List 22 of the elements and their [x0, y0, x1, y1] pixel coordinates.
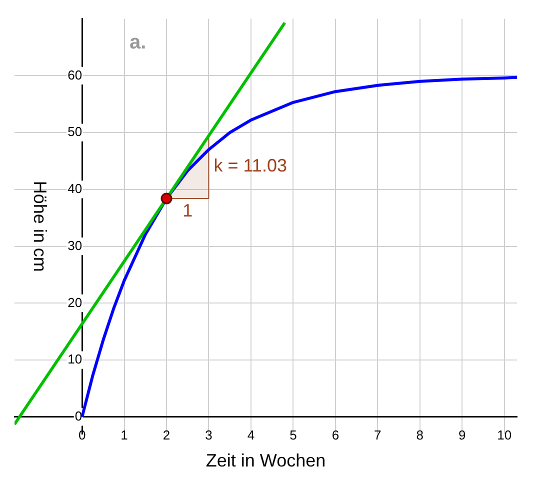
x-tick-label: 8 [416, 427, 424, 442]
y-tick-label: 50 [68, 124, 82, 140]
annotation: 1 [182, 200, 193, 220]
x-tick-label: 10 [497, 427, 512, 442]
y-tick-label: 60 [68, 67, 82, 82]
y-axis-title: Höhe in cm [30, 180, 50, 272]
x-tick-label: 9 [458, 427, 466, 442]
text: a. [130, 31, 146, 54]
x-tick-label: 2 [162, 427, 170, 442]
x-axis-title: Zeit in Wochen [206, 450, 326, 470]
x-tick-label: 5 [290, 427, 297, 442]
x-tick-label: 1 [120, 427, 128, 442]
x-tick-label: 6 [332, 427, 340, 442]
x-tick-label: 4 [247, 427, 255, 442]
annotation: k = 11.03 [214, 156, 287, 176]
x-tick-label: 7 [374, 427, 382, 442]
y-tick-label: 0 [74, 408, 82, 424]
y-tick-label: 10 [68, 352, 82, 367]
y-tick-label: 20 [68, 294, 82, 310]
y-tick-label: 40 [68, 181, 82, 196]
y-tick-label: 30 [68, 238, 82, 253]
x-tick-label: 3 [205, 427, 212, 442]
